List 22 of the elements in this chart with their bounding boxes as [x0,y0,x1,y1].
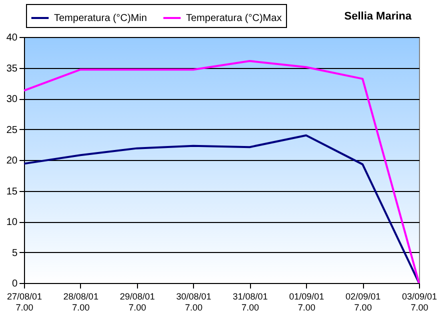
x-tick-label: 01/09/01 7.00 [289,292,324,312]
y-tick-label: 35 [6,63,18,74]
y-tick-label: 25 [6,124,18,136]
chart-title: Sellia Marina [344,10,412,22]
y-tick-label: 40 [6,32,18,44]
x-tick-label: 29/08/01 7.00 [120,292,155,312]
legend-label: Temperatura (°C)Min [54,13,147,24]
x-tick-label: 27/08/01 7.00 [6,292,42,312]
line-series [23,134,420,284]
y-tick-label: 20 [6,156,18,166]
y-tick-label: 5 [12,248,18,259]
x-tick-label: 02/09/01 7.00 [346,292,381,312]
x-tick-label: 30/08/01 7.00 [176,292,212,312]
legend-label: Temperatura (°C)Max [186,13,282,24]
line-series [23,60,420,284]
y-tick-label: 15 [6,186,18,198]
x-tick-label: 28/08/01 7.00 [63,292,98,312]
y-tick-label: 10 [6,217,18,228]
x-tick-label: 31/08/01 7.00 [232,292,268,312]
x-tick-label: 03/09/01 7.00 [402,292,438,312]
y-tick-label: 0 [12,278,18,290]
y-tick-label: 30 [6,94,18,105]
